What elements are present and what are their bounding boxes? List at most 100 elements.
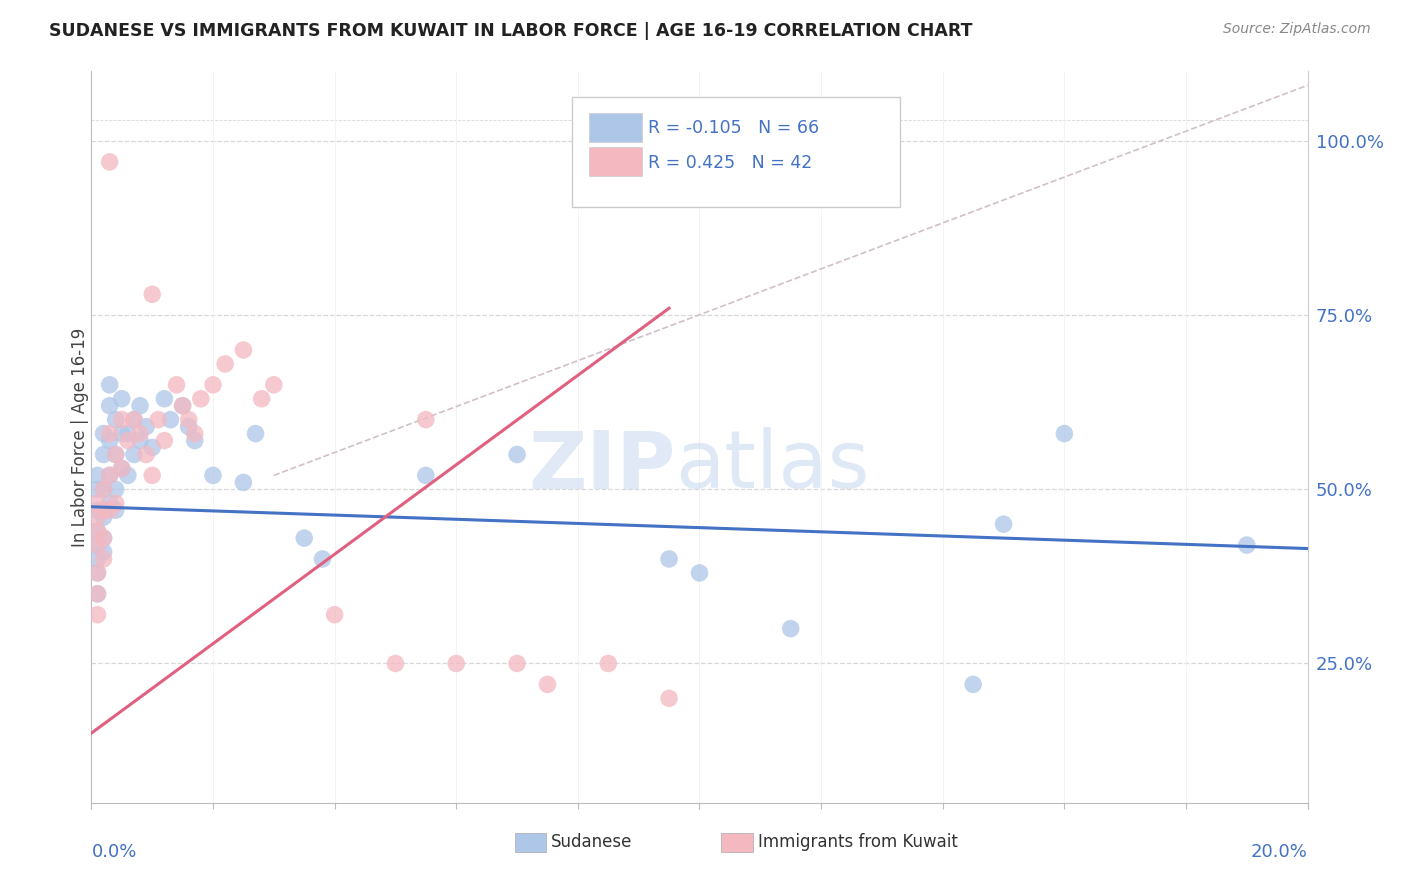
Point	[104, 448, 127, 462]
Point	[506, 448, 529, 462]
Point	[86, 524, 108, 538]
Text: R = -0.105   N = 66: R = -0.105 N = 66	[648, 120, 820, 137]
Point	[292, 531, 315, 545]
Point	[129, 399, 152, 413]
Point	[384, 657, 406, 671]
Text: SUDANESE VS IMMIGRANTS FROM KUWAIT IN LABOR FORCE | AGE 16-19 CORRELATION CHART: SUDANESE VS IMMIGRANTS FROM KUWAIT IN LA…	[49, 22, 973, 40]
Point	[93, 552, 115, 566]
Text: Sudanese: Sudanese	[551, 833, 633, 851]
Point	[323, 607, 346, 622]
Text: 20.0%: 20.0%	[1251, 843, 1308, 861]
Point	[1236, 538, 1258, 552]
Point	[98, 468, 121, 483]
Point	[117, 468, 139, 483]
Point	[93, 531, 115, 545]
Point	[93, 483, 115, 497]
Point	[166, 377, 188, 392]
FancyBboxPatch shape	[589, 147, 643, 176]
Point	[250, 392, 273, 406]
Point	[98, 426, 121, 441]
FancyBboxPatch shape	[589, 113, 643, 142]
Point	[658, 691, 681, 706]
Point	[86, 468, 108, 483]
Point	[159, 412, 181, 426]
Point	[111, 426, 134, 441]
Point	[141, 468, 163, 483]
Point	[111, 461, 134, 475]
Point	[172, 399, 194, 413]
FancyBboxPatch shape	[721, 833, 754, 852]
Point	[190, 392, 212, 406]
Point	[598, 657, 620, 671]
Point	[93, 426, 115, 441]
Point	[129, 434, 152, 448]
Point	[104, 503, 127, 517]
FancyBboxPatch shape	[515, 833, 547, 852]
Point	[245, 426, 267, 441]
Point	[506, 657, 529, 671]
Point	[104, 483, 127, 497]
Y-axis label: In Labor Force | Age 16-19: In Labor Force | Age 16-19	[72, 327, 89, 547]
Point	[111, 412, 134, 426]
Point	[129, 426, 152, 441]
Point	[86, 587, 108, 601]
Point	[86, 496, 108, 510]
Point	[86, 524, 108, 538]
Point	[153, 392, 176, 406]
Text: ZIP: ZIP	[527, 427, 675, 506]
Point	[104, 496, 127, 510]
Point	[311, 552, 333, 566]
Text: R = 0.425   N = 42: R = 0.425 N = 42	[648, 153, 813, 172]
Point	[177, 412, 200, 426]
FancyBboxPatch shape	[572, 97, 900, 207]
Point	[962, 677, 984, 691]
Point	[122, 412, 145, 426]
Point	[93, 503, 115, 517]
Text: 0.0%: 0.0%	[91, 843, 136, 861]
Point	[86, 503, 108, 517]
Point	[86, 483, 108, 497]
Point	[98, 503, 121, 517]
Point	[111, 392, 134, 406]
Point	[141, 441, 163, 455]
Point	[104, 412, 127, 426]
Point	[86, 538, 108, 552]
Point	[86, 587, 108, 601]
Point	[141, 287, 163, 301]
Point	[263, 377, 285, 392]
Point	[214, 357, 236, 371]
Point	[122, 448, 145, 462]
Point	[86, 552, 108, 566]
Point	[86, 607, 108, 622]
Point	[148, 412, 170, 426]
Point	[98, 468, 121, 483]
Point	[135, 448, 157, 462]
Text: atlas: atlas	[675, 427, 869, 506]
Point	[122, 412, 145, 426]
Point	[1053, 426, 1076, 441]
Point	[117, 426, 139, 441]
Text: Immigrants from Kuwait: Immigrants from Kuwait	[758, 833, 957, 851]
Point	[86, 566, 108, 580]
Point	[104, 448, 127, 462]
Point	[93, 483, 115, 497]
Point	[93, 545, 115, 559]
Text: Source: ZipAtlas.com: Source: ZipAtlas.com	[1223, 22, 1371, 37]
Point	[202, 468, 225, 483]
Point	[993, 517, 1015, 532]
Point	[444, 657, 467, 671]
Point	[415, 468, 437, 483]
Point	[93, 531, 115, 545]
Point	[232, 343, 254, 357]
Point	[172, 399, 194, 413]
Point	[86, 566, 108, 580]
Point	[117, 434, 139, 448]
Point	[93, 448, 115, 462]
Point	[536, 677, 558, 691]
Point	[688, 566, 710, 580]
Point	[232, 475, 254, 490]
Point	[184, 434, 207, 448]
Point	[153, 434, 176, 448]
Point	[111, 461, 134, 475]
Point	[86, 538, 108, 552]
